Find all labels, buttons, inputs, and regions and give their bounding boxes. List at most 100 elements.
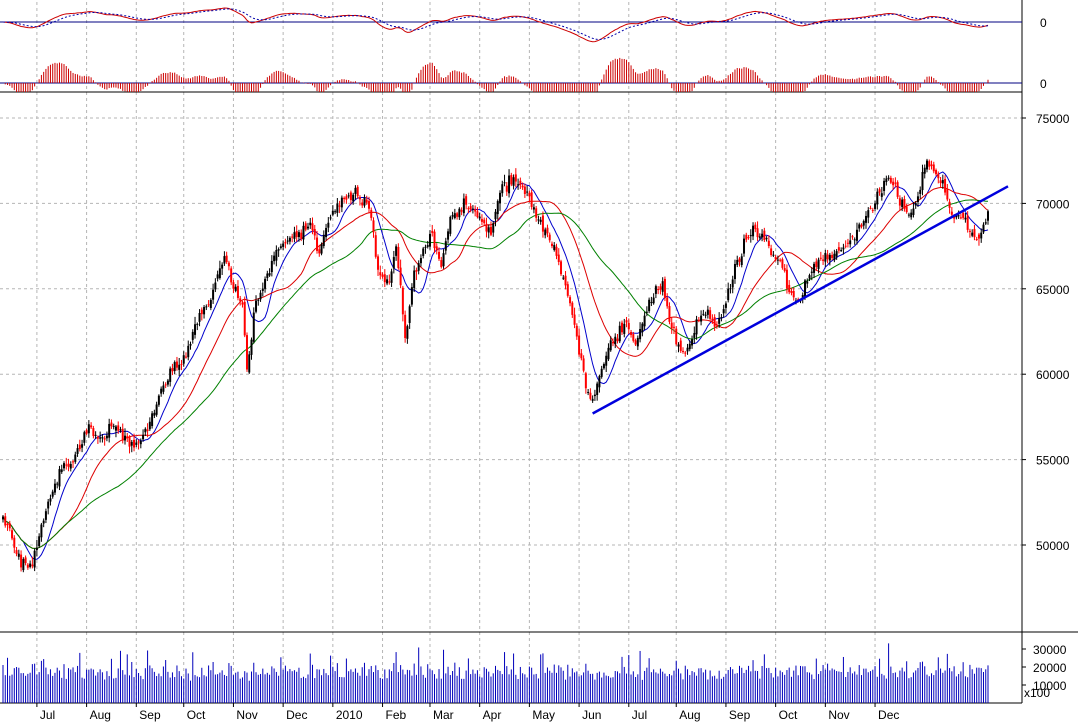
candle-body [252, 312, 255, 342]
candle-body [700, 315, 703, 322]
candle-body [919, 189, 922, 194]
candle-body [557, 254, 560, 262]
candle-body [453, 213, 456, 219]
candle-body [727, 288, 730, 301]
candle-body [939, 180, 942, 184]
price-axis-label: 55000 [1036, 454, 1070, 468]
candle-body [22, 559, 25, 571]
candle-body [896, 182, 899, 197]
candle-body [467, 208, 470, 210]
candle-body [110, 422, 113, 427]
candle-body [679, 340, 682, 351]
candle-body [819, 257, 822, 259]
candle-body [49, 498, 52, 502]
candle-body [749, 234, 752, 237]
candle-body [790, 291, 793, 293]
x-axis-label: Jul [632, 708, 647, 722]
histogram-zero-label: 0 [1040, 77, 1047, 91]
candle-body [139, 440, 142, 445]
candle-body [476, 211, 479, 218]
candle-body [578, 335, 581, 355]
candle-body [413, 270, 416, 289]
candle-body [695, 319, 698, 335]
candle-body [465, 196, 468, 205]
candle-body [182, 355, 185, 364]
candle-body [489, 226, 492, 235]
candle-body [62, 463, 65, 469]
candle-body [221, 264, 224, 269]
candle-body [792, 291, 795, 298]
candle-body [632, 334, 635, 341]
candle-body [584, 373, 587, 389]
candle-body [564, 275, 567, 286]
candle-body [121, 428, 124, 441]
candle-body [973, 228, 976, 238]
candle-body [808, 275, 811, 279]
candle-body [451, 215, 454, 217]
candle-body [609, 340, 612, 351]
candle-body [166, 380, 169, 385]
candle-body [483, 219, 486, 224]
x-axis-label: Mar [433, 708, 454, 722]
candle-body [905, 206, 908, 213]
candle-body [580, 353, 583, 359]
candle-body [40, 524, 43, 538]
x-axis-label: Jun [582, 708, 601, 722]
candle-body [105, 435, 108, 439]
candle-body [654, 286, 657, 294]
price-axis-label: 75000 [1036, 112, 1070, 126]
candle-body [275, 250, 278, 261]
candle-body [494, 211, 497, 220]
candle-body [914, 202, 917, 206]
candle-body [397, 246, 400, 268]
candle-body [781, 259, 784, 268]
candle-body [959, 217, 962, 219]
candle-body [361, 202, 364, 206]
candle-body [774, 256, 777, 260]
candle-body [517, 184, 520, 186]
candle-body [270, 260, 273, 273]
candle-body [24, 557, 27, 564]
candle-body [822, 259, 825, 261]
x-axis-label: 2010 [336, 708, 363, 722]
candle-body [216, 274, 219, 279]
candle-body [65, 464, 68, 466]
candle-body [745, 234, 748, 240]
candle-body [81, 444, 84, 448]
candle-body [729, 288, 732, 290]
candle-body [966, 215, 969, 230]
candle-body [901, 199, 904, 207]
candle-body [858, 224, 861, 229]
candle-body [806, 281, 809, 284]
candle-body [92, 428, 95, 436]
candle-body [218, 268, 221, 279]
candle-body [302, 225, 305, 240]
candle-body [135, 442, 138, 445]
volume-bars [2, 643, 989, 703]
candle-body [921, 171, 924, 191]
candle-body [663, 278, 666, 299]
candle-body [582, 358, 585, 371]
candle-body [682, 350, 685, 352]
candle-body [560, 261, 563, 275]
candle-body [153, 412, 156, 416]
candle-body [817, 259, 820, 269]
candle-body [406, 326, 409, 339]
x-axis-label: Aug [679, 708, 700, 722]
candle-body [813, 263, 816, 273]
candle-body [898, 198, 901, 206]
candle-body [288, 237, 291, 242]
candle-body [230, 268, 233, 283]
candle-body [318, 249, 321, 254]
candle-body [630, 331, 633, 335]
candle-body [860, 224, 863, 227]
candle-body [205, 306, 208, 308]
candle-body [284, 242, 287, 244]
x-axis-label: Dec [878, 708, 899, 722]
candle-body [85, 430, 88, 434]
x-axis-label: Oct [779, 708, 798, 722]
candle-body [203, 307, 206, 315]
candle-body [388, 281, 391, 283]
candle-body [785, 269, 788, 289]
candle-body [528, 192, 531, 197]
